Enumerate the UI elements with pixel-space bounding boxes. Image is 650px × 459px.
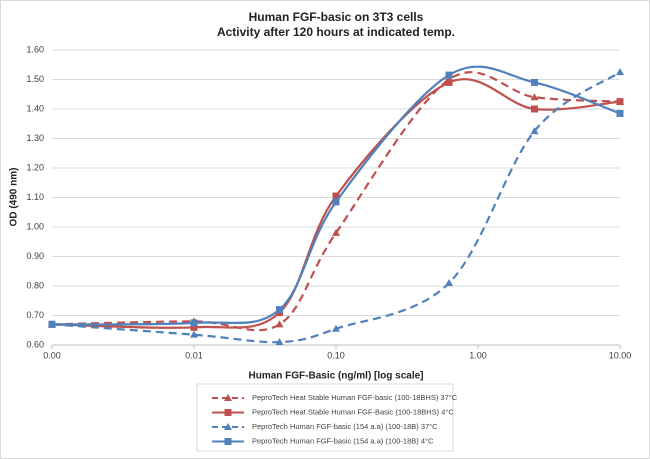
marker — [616, 68, 624, 76]
legend-label: PeproTech Human FGF-basic (154 a.a) (100… — [252, 436, 434, 445]
marker — [332, 324, 340, 332]
marker — [190, 323, 198, 331]
y-tick-label: 1.20 — [26, 162, 44, 172]
legend-marker — [224, 423, 232, 430]
legend-label: PeproTech Human FGF-basic (154 a.a) (100… — [252, 422, 438, 431]
legend-label: PeproTech Heat Stable Human FGF-Basic (1… — [252, 407, 454, 416]
y-tick-label: 0.70 — [26, 310, 44, 320]
series-line — [51, 71, 621, 332]
legend-marker — [224, 438, 232, 445]
y-tick-label: 1.10 — [26, 192, 44, 202]
marker — [531, 78, 539, 86]
y-tick-label: 1.50 — [26, 74, 44, 84]
chart-subtitle: Activity after 120 hours at indicated te… — [217, 25, 455, 39]
marker — [332, 228, 340, 236]
marker — [190, 319, 198, 327]
y-tick-label: 1.00 — [26, 221, 44, 231]
x-tick-label: 0.00 — [43, 350, 61, 360]
legend-label: PeproTech Heat Stable Human FGF-basic (1… — [252, 393, 458, 402]
y-tick-label: 0.90 — [26, 251, 44, 261]
y-tick-label: 1.30 — [26, 133, 44, 143]
chart-title: Human FGF-basic on 3T3 cells — [249, 10, 424, 24]
marker — [48, 320, 56, 328]
marker — [616, 98, 624, 106]
marker — [190, 330, 198, 338]
x-tick-label: 0.01 — [185, 350, 203, 360]
marker — [531, 105, 539, 113]
x-tick-label: 10.00 — [609, 350, 632, 360]
legend-box — [196, 383, 454, 452]
marker — [445, 78, 453, 86]
legend-marker — [224, 394, 232, 401]
marker — [445, 71, 453, 79]
x-axis-title: Human FGF-Basic (ng/ml) [log scale] — [248, 371, 423, 382]
y-tick-label: 1.60 — [26, 44, 44, 54]
marker — [275, 338, 284, 346]
marker — [275, 306, 283, 314]
marker — [445, 279, 454, 287]
y-axis-title: OD (490 nm) — [9, 168, 20, 227]
y-tick-label: 0.60 — [26, 339, 44, 349]
marker — [530, 93, 539, 101]
x-tick-label: 0.10 — [327, 350, 345, 360]
marker — [332, 192, 340, 200]
x-tick-label: 1.00 — [469, 350, 487, 360]
marker — [530, 127, 539, 135]
y-tick-label: 0.80 — [26, 280, 44, 290]
legend-marker — [224, 409, 232, 416]
marker — [332, 198, 340, 206]
y-tick-label: 1.40 — [26, 103, 44, 113]
marker — [275, 320, 284, 328]
marker — [616, 109, 624, 117]
